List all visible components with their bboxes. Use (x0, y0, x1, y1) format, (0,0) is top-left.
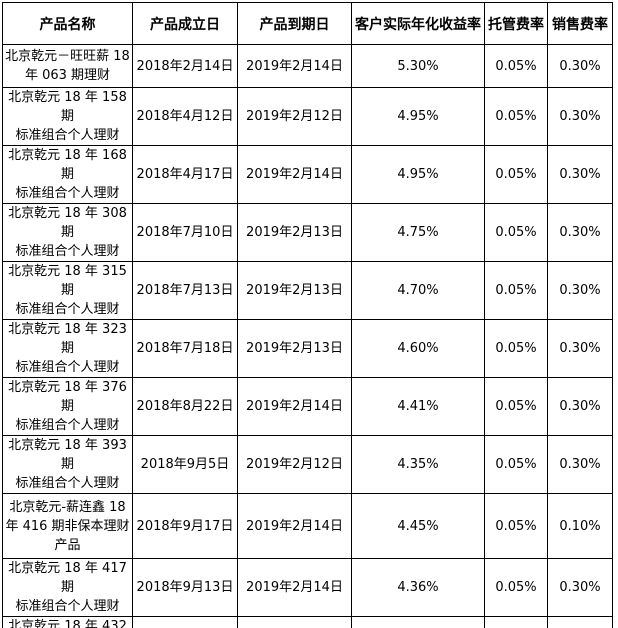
table-row: 北京乾元 18 年 158 期 标准组合个人理财 2018年4月12日 2019… (2, 87, 613, 146)
cell-end-date: 2019年2月14日 (237, 145, 352, 204)
cell-custody-fee: 0.05% (484, 44, 548, 88)
cell-sales-fee: 0.30% (547, 87, 613, 146)
cell-custody-fee: 0.05% (484, 493, 548, 559)
cell-custody-fee: 0.05% (484, 319, 548, 378)
table-body: 北京乾元－旺旺薪 18 年 063 期理财 2018年2月14日 2019年2月… (2, 44, 613, 628)
table-row: 北京乾元 18 年 376 期 标准组合个人理财 2018年8月22日 2019… (2, 377, 613, 436)
column-header-sales-fee: 销售费率 (547, 2, 613, 45)
cell-sales-fee: 0.30% (547, 145, 613, 204)
column-header-product-name: 产品名称 (2, 2, 133, 45)
cell-sales-fee: 0.30% (547, 319, 613, 378)
cell-start-date: 2018年4月17日 (132, 145, 238, 204)
cell-sales-fee: 0.30% (547, 203, 613, 262)
column-header-start-date: 产品成立日 (132, 2, 238, 45)
cell-end-date: 2019年2月14日 (237, 493, 352, 559)
cell-end-date: 2019年2月14日 (237, 377, 352, 436)
cell-product-name: 北京乾元－旺旺薪 18 年 063 期理财 (2, 44, 133, 88)
cell-annualized-return: 4.95% (351, 145, 485, 204)
cell-start-date: 2018年4月12日 (132, 87, 238, 146)
cell-product-name: 北京乾元 18 年 323 期 标准组合个人理财 (2, 319, 133, 378)
cell-product-name: 北京乾元 18 年 417 期 标准组合个人理财 (2, 558, 133, 617)
cell-annualized-return: 4.45% (351, 493, 485, 559)
cell-product-name: 北京乾元 18 年 315 期 标准组合个人理财 (2, 261, 133, 320)
cell-end-date: 2019年2月13日 (237, 261, 352, 320)
cell-custody-fee: 0.05% (484, 203, 548, 262)
table-row: 北京乾元 18 年 315 期 标准组合个人理财 2018年7月13日 2019… (2, 261, 613, 320)
table-row: 北京乾元 18 年 323 期 标准组合个人理财 2018年7月18日 2019… (2, 319, 613, 378)
cell-end-date: 2019年2月13日 (237, 319, 352, 378)
cell-product-name: 北京乾元 18 年 308 期 标准组合个人理财 (2, 203, 133, 262)
cell-sales-fee: 0.30% (547, 377, 613, 436)
cell-annualized-return: 4.41% (351, 377, 485, 436)
column-header-end-date: 产品到期日 (237, 2, 352, 45)
cell-end-date: 2019年2月13日 (237, 203, 352, 262)
cell-annualized-return: 4.75% (351, 203, 485, 262)
cell-sales-fee: 0.30% (547, 558, 613, 617)
cell-end-date: 2019年2月14日 (237, 44, 352, 88)
cell-product-name: 北京乾元-薪连鑫 18 年 416 期非保本理财 产品 (2, 493, 133, 559)
table-row: 北京乾元 18 年 432 期 标准组合个人理财 2018年9月27日 2019… (2, 616, 613, 628)
cell-start-date: 2018年9月5日 (132, 435, 238, 494)
cell-end-date: 2019年2月12日 (237, 435, 352, 494)
cell-annualized-return: 4.60% (351, 319, 485, 378)
cell-annualized-return: 5.30% (351, 44, 485, 88)
cell-start-date: 2018年7月13日 (132, 261, 238, 320)
cell-end-date: 2019年2月14日 (237, 558, 352, 617)
cell-product-name: 北京乾元 18 年 158 期 标准组合个人理财 (2, 87, 133, 146)
cell-start-date: 2018年7月10日 (132, 203, 238, 262)
cell-end-date: 2019年2月12日 (237, 87, 352, 146)
cell-custody-fee: 0.05% (484, 145, 548, 204)
cell-sales-fee: 0.30% (547, 435, 613, 494)
cell-custody-fee: 0.05% (484, 261, 548, 320)
cell-annualized-return: 4.95% (351, 87, 485, 146)
cell-product-name: 北京乾元 18 年 168 期 标准组合个人理财 (2, 145, 133, 204)
cell-annualized-return: 4.36% (351, 558, 485, 617)
cell-custody-fee: 0.05% (484, 435, 548, 494)
table-row: 北京乾元-薪连鑫 18 年 416 期非保本理财 产品 2018年9月17日 2… (2, 493, 613, 559)
cell-sales-fee: 0.10% (547, 493, 613, 559)
cell-start-date: 2018年9月13日 (132, 558, 238, 617)
cell-start-date: 2018年2月14日 (132, 44, 238, 88)
column-header-custody-fee: 托管费率 (484, 2, 548, 45)
cell-annualized-return: 4.35% (351, 435, 485, 494)
cell-sales-fee: 0.30% (547, 44, 613, 88)
cell-annualized-return: 4.70% (351, 261, 485, 320)
cell-product-name: 北京乾元 18 年 393 期 标准组合个人理财 (2, 435, 133, 494)
cell-sales-fee: 0.30% (547, 261, 613, 320)
header-row: 产品名称 产品成立日 产品到期日 客户实际年化收益率 托管费率 销售费率 (2, 2, 613, 45)
table-row: 北京乾元 18 年 417 期 标准组合个人理财 2018年9月13日 2019… (2, 558, 613, 617)
cell-start-date: 2018年9月17日 (132, 493, 238, 559)
table-row: 北京乾元－旺旺薪 18 年 063 期理财 2018年2月14日 2019年2月… (2, 44, 613, 88)
table-row: 北京乾元 18 年 393 期 标准组合个人理财 2018年9月5日 2019年… (2, 435, 613, 494)
cell-product-name: 北京乾元 18 年 432 期 标准组合个人理财 (2, 616, 133, 628)
cell-custody-fee: 0.05% (484, 616, 548, 628)
cell-product-name: 北京乾元 18 年 376 期 标准组合个人理财 (2, 377, 133, 436)
cell-sales-fee: 0.30% (547, 616, 613, 628)
table-row: 北京乾元 18 年 308 期 标准组合个人理财 2018年7月10日 2019… (2, 203, 613, 262)
cell-annualized-return: 4.26% (351, 616, 485, 628)
cell-start-date: 2018年8月22日 (132, 377, 238, 436)
cell-end-date: 2019年2月14日 (237, 616, 352, 628)
cell-custody-fee: 0.05% (484, 377, 548, 436)
table-row: 北京乾元 18 年 168 期 标准组合个人理财 2018年4月17日 2019… (2, 145, 613, 204)
cell-custody-fee: 0.05% (484, 558, 548, 617)
cell-start-date: 2018年9月27日 (132, 616, 238, 628)
cell-custody-fee: 0.05% (484, 87, 548, 146)
cell-start-date: 2018年7月18日 (132, 319, 238, 378)
column-header-annualized-return: 客户实际年化收益率 (351, 2, 485, 45)
